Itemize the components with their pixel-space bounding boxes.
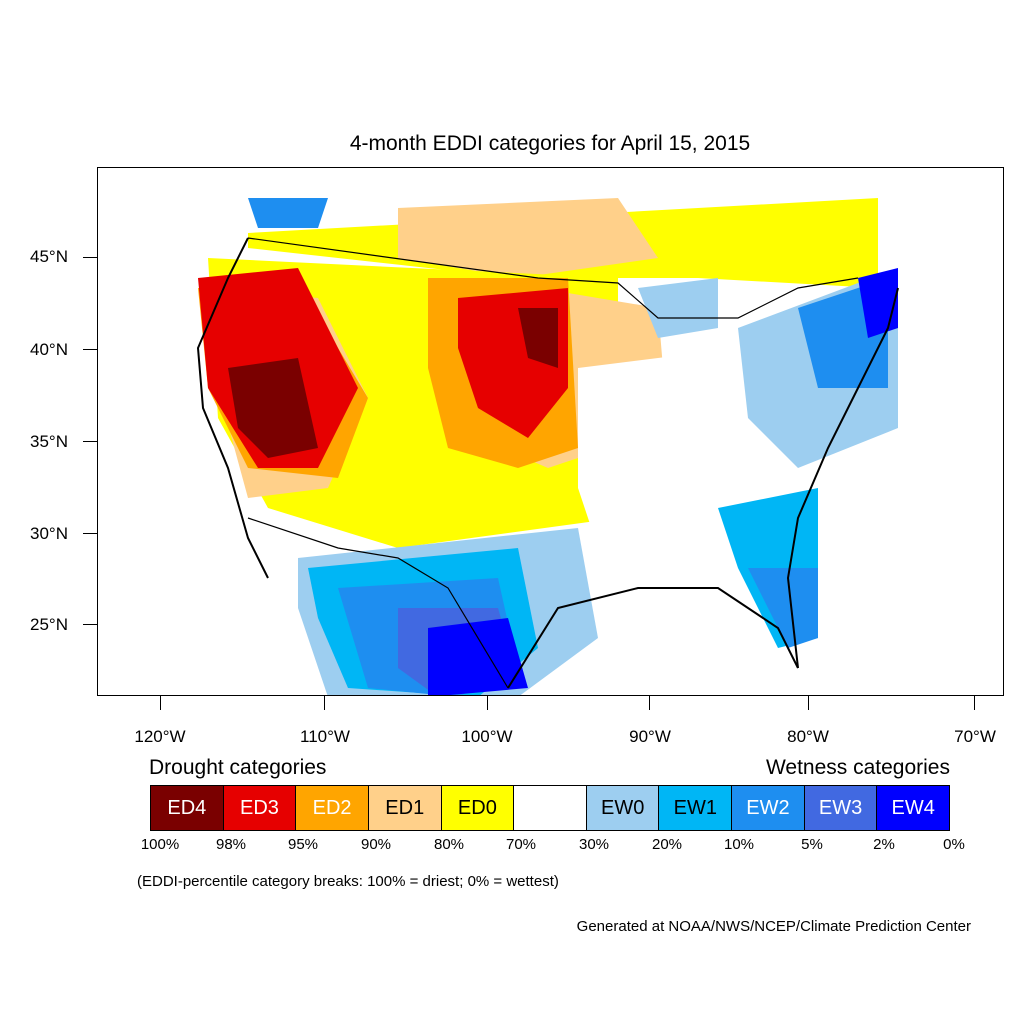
map-panel (97, 167, 1004, 696)
legend-swatch-label: EW0 (600, 796, 645, 819)
lon-label-120w: 120°W (134, 727, 186, 746)
region-se-ew2 (748, 568, 818, 648)
legend-swatch-label: EW3 (818, 796, 863, 819)
lat-tick (83, 441, 97, 442)
legend-swatch-ew1: EW1 (659, 786, 733, 830)
legend-swatch-ew3: EW3 (804, 786, 878, 830)
legend-swatch-ew0: EW0 (586, 786, 660, 830)
legend-swatch-label: EW1 (673, 796, 717, 819)
legend-swatch-label: EW4 (891, 796, 935, 819)
lon-label-70w: 70°W (954, 727, 996, 746)
legend-swatch-ed2: ED2 (296, 786, 369, 830)
legend-swatch-label: ED3 (240, 796, 279, 819)
category-breaks-note: (EDDI-percentile category breaks: 100% =… (137, 873, 559, 890)
lat-label-45: 45°N (30, 247, 68, 266)
us-mexico-border (247, 517, 509, 689)
legend-swatch-ed4: ED4 (151, 786, 224, 830)
pct-break-label: 80% (433, 836, 465, 853)
pct-break-label: 30% (578, 836, 610, 853)
pct-break-label: 0% (943, 836, 965, 853)
lon-label-90w: 90°W (629, 727, 671, 746)
lon-tick (974, 696, 975, 710)
lat-tick (83, 624, 97, 625)
legend-swatch-ed3: ED3 (223, 786, 297, 830)
legend-swatch-ew2: EW2 (732, 786, 805, 830)
wetness-categories-title: Wetness categories (765, 756, 950, 779)
pct-break-label: 10% (723, 836, 755, 853)
legend-swatch-label: ED2 (312, 796, 352, 819)
pct-break-label: 70% (505, 836, 537, 853)
lon-tick (324, 696, 325, 710)
lat-label-40: 40°N (30, 340, 68, 359)
region-texas-ew4 (428, 618, 528, 695)
credit-line: Generated at NOAA/NWS/NCEP/Climate Predi… (576, 918, 971, 935)
lon-label-100w: 100°W (461, 727, 513, 746)
region-darkred-plains (518, 308, 558, 368)
region-ne-ew4 (858, 268, 898, 338)
pct-break-label: 90% (360, 836, 392, 853)
lat-label-25: 25°N (30, 615, 68, 634)
legend-swatch-label: EW2 (746, 796, 790, 819)
legend-swatch-ed0: ED0 (441, 786, 515, 830)
legend-swatch-label: ED4 (167, 796, 207, 819)
coastline-east (786, 287, 899, 669)
eddi-map (196, 198, 899, 695)
region-nw-ew1 (248, 198, 328, 228)
legend-swatch-label: ED0 (457, 796, 497, 819)
region-north-tan (398, 198, 658, 278)
drought-categories-title: Drought categories (149, 756, 327, 779)
lat-tick (83, 533, 97, 534)
pct-break-label: 5% (801, 836, 823, 853)
pct-break-label: 2% (873, 836, 895, 853)
region-darkred-west (228, 358, 318, 458)
legend-swatch-ew4: EW4 (877, 786, 950, 830)
lat-tick (83, 257, 97, 258)
lat-tick (83, 349, 97, 350)
lon-label-110w: 110°W (300, 727, 350, 746)
lon-label-80w: 80°W (787, 727, 829, 746)
lon-tick (649, 696, 650, 710)
lat-label-30: 30°N (30, 524, 68, 543)
region-great-lakes-ew0 (638, 278, 718, 338)
map-title: 4-month EDDI categories for April 15, 20… (349, 132, 751, 155)
us-canada-border (247, 237, 859, 319)
legend-swatch-ed1: ED1 (368, 786, 442, 830)
pct-break-label: 100% (140, 836, 180, 853)
legend-swatch-label: ED1 (385, 796, 425, 819)
lon-tick (808, 696, 809, 710)
coastline-west (196, 237, 269, 579)
pct-break-label: 98% (215, 836, 247, 853)
legend-swatch-normal (514, 786, 587, 830)
coastline-gulf (507, 587, 799, 689)
pct-break-label: 95% (287, 836, 319, 853)
lat-label-35: 35°N (30, 432, 68, 451)
pct-break-label: 20% (651, 836, 683, 853)
legend-color-bar: ED4 ED3 ED2 ED1 ED0 EW0 EW1 EW2 EW3 EW4 (150, 785, 950, 831)
lon-tick (160, 696, 161, 710)
lon-tick (487, 696, 488, 710)
